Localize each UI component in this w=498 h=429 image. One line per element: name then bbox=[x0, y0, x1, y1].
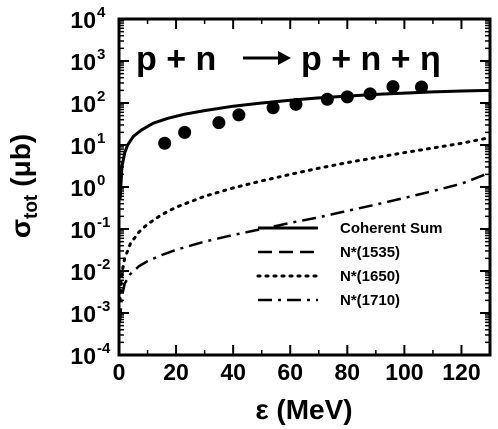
y-tick-exponent: -4 bbox=[97, 340, 111, 357]
x-tick-label: 40 bbox=[220, 359, 246, 385]
series-n-1535 bbox=[118, 89, 491, 200]
y-tick-exponent: -1 bbox=[97, 214, 110, 231]
svg-text:σtot(μb): σtot (μb) bbox=[5, 134, 42, 238]
y-tick-exponent: -2 bbox=[97, 256, 110, 273]
data-point bbox=[340, 90, 354, 104]
data-point bbox=[289, 97, 303, 111]
y-tick-exponent: 2 bbox=[97, 88, 105, 105]
data-point bbox=[320, 92, 334, 106]
y-tick-label: 10 bbox=[70, 175, 96, 201]
y-tick-label: 10 bbox=[70, 343, 96, 369]
y-axis-title-unit: (μb) bbox=[5, 134, 36, 187]
data-point bbox=[266, 101, 280, 115]
x-tick-label: 0 bbox=[113, 359, 126, 385]
x-tick-label: 100 bbox=[385, 359, 423, 385]
series-coherent-sum bbox=[118, 88, 491, 200]
data-point bbox=[415, 80, 429, 94]
reaction-arrow-head bbox=[278, 51, 291, 65]
y-axis-title-symbol: σ bbox=[5, 219, 36, 238]
x-tick-label: 120 bbox=[442, 359, 480, 385]
series-n-1710 bbox=[118, 171, 491, 323]
plot-frame bbox=[117, 17, 492, 357]
reaction-lhs: p + n bbox=[136, 40, 216, 78]
y-tick-label: 10 bbox=[70, 49, 96, 75]
data-point bbox=[363, 87, 377, 101]
legend-label: N*(1710) bbox=[340, 292, 400, 309]
data-point bbox=[232, 108, 246, 122]
y-tick-label: 10 bbox=[70, 259, 96, 285]
y-axis-title: σtot (μb) bbox=[5, 134, 42, 238]
x-tick-labels: 0 20 40 60 80 100 120 bbox=[113, 359, 481, 385]
legend-label: N*(1535) bbox=[340, 244, 400, 261]
x-tick-label: 80 bbox=[335, 359, 361, 385]
legend-label: N*(1650) bbox=[340, 268, 400, 285]
series-n-1650 bbox=[118, 136, 492, 302]
x-tick-label: 60 bbox=[277, 359, 303, 385]
curve-group bbox=[118, 88, 492, 323]
y-tick-label: 10 bbox=[70, 301, 96, 327]
y-tick-label: 10 bbox=[70, 217, 96, 243]
y-tick-exponent: 0 bbox=[97, 172, 105, 189]
y-tick-exponent: 1 bbox=[97, 130, 105, 147]
y-tick-exponent: 3 bbox=[97, 46, 105, 63]
y-tick-label: 10 bbox=[70, 133, 96, 159]
data-point bbox=[178, 125, 192, 139]
legend: Coherent Sum N*(1535) N*(1650) N*(1710) bbox=[256, 220, 443, 309]
data-point bbox=[212, 116, 226, 130]
data-point bbox=[386, 80, 400, 94]
y-tick-label: 10 bbox=[70, 7, 96, 33]
x-tick-label: 20 bbox=[163, 359, 189, 385]
x-axis-title: ε (MeV) bbox=[255, 394, 352, 425]
data-point bbox=[158, 136, 172, 150]
y-tick-label: 10 bbox=[70, 91, 96, 117]
data-points bbox=[158, 80, 429, 150]
reaction-rhs: p + n + η bbox=[301, 40, 441, 78]
y-tick-exponent: -3 bbox=[97, 298, 110, 315]
legend-label: Coherent Sum bbox=[340, 220, 443, 237]
y-tick-exponent: 4 bbox=[97, 4, 106, 21]
y-axis-title-subscript: tot bbox=[21, 194, 42, 219]
